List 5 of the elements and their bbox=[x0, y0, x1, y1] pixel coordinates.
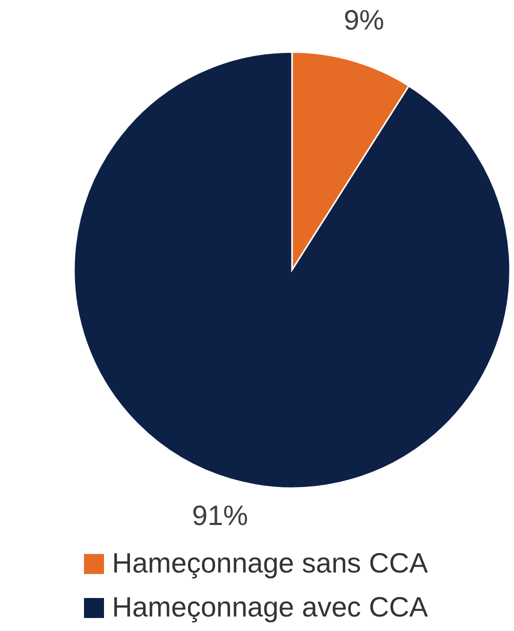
data-label: 9% bbox=[344, 4, 384, 36]
data-label: 91% bbox=[192, 500, 248, 532]
legend-label: Hameçonnage sans CCA bbox=[112, 547, 428, 578]
legend-label: Hameçonnage avec CCA bbox=[112, 591, 428, 622]
pie-slice bbox=[73, 51, 511, 489]
